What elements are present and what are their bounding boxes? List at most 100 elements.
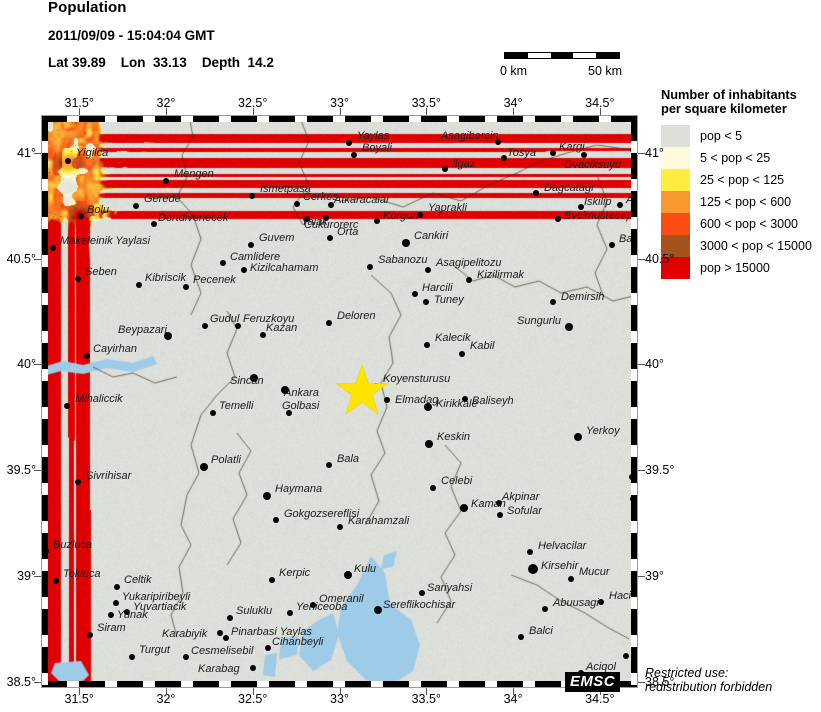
scale-label-min: 0 km [500,64,528,78]
city-dot-icon [281,386,289,394]
city-dot-icon [287,610,293,616]
legend-label: pop > 15000 [700,261,770,275]
city-label: Mihaliccik [75,393,123,405]
scale-label-max: 50 km [588,64,623,78]
city-label: Kalecik [435,332,471,344]
city-dot-icon [581,152,587,158]
city-label: Polatli [211,454,241,466]
lon-tick-mark [339,108,341,115]
legend-row: 25 < pop < 125 [661,169,821,191]
city-label: Babaogl [619,233,638,245]
legend-swatch [661,235,690,257]
city-dot-icon [542,606,548,612]
city-dot-icon [108,612,114,618]
city-dot-icon [200,463,208,471]
city-dot-icon [183,284,189,290]
lat-tick-label: 40° [17,357,36,372]
city-label: Sariyahsi [427,582,473,594]
city-dot-icon [202,323,208,329]
scale-seg [527,53,551,58]
city-label: Ankara [284,387,319,399]
city-label: Karabag [198,663,240,675]
city-label: Kaman [471,498,506,510]
lon-tick-label: 31.5° [64,96,94,110]
city-label: Tuney [434,294,464,306]
city-label: Atkaracalar [334,194,390,206]
legend-row: 5 < pop < 25 [661,147,821,169]
city-dot-icon [249,193,255,199]
city-dot-icon [496,500,502,506]
city-label: Yukaripiribeyli [122,591,191,603]
city-label: Maketeinik Yaylasi [60,235,151,247]
population-map[interactable]: Yigilca Mengen Ismetpasa Cerkes Atkaracalar K… [41,115,638,688]
city-dot-icon [466,277,472,283]
city-label: Demirsih [561,291,605,303]
city-dot-icon [75,479,81,485]
city-dot-icon [497,512,503,518]
lon-tick-mark [339,688,341,695]
city-dot-icon [50,245,56,251]
city-dot-icon [430,485,436,491]
city-label: Cihanbeyli [272,636,324,648]
city-label: Celtik [124,574,152,586]
city-dot-icon [164,332,172,340]
header-block: Population 2011/09/09 - 15:04:04 GMT Lat… [48,0,274,70]
city-dot-icon [384,397,390,403]
map-frame-left [41,115,48,688]
city-dot-icon [326,462,332,468]
lat-tick-mark [34,258,41,260]
city-label: Aciqol [586,661,616,673]
city-dot-icon [598,599,604,605]
city-label: Ovaciksuyu [564,159,621,171]
city-dot-icon [425,267,431,273]
city-dot-icon [423,299,429,305]
city-dot-icon [75,276,81,282]
city-label: Celebi [441,475,473,487]
city-label: Gudul [210,313,240,325]
city-dot-icon [269,577,275,583]
city-label: Mengen [174,168,214,180]
city-dot-icon [263,492,271,500]
city-dot-icon [64,403,70,409]
city-label: Harcili [422,282,453,294]
city-label: Asagibercin [441,130,499,142]
page-title: Population [48,0,127,16]
scale-seg [573,53,597,58]
lon-tick-label: 32.5° [238,692,268,706]
city-dot-icon [294,201,300,207]
city-label: Mucur [579,566,610,578]
legend-swatch [661,257,690,279]
lat-tick-mark [34,575,41,577]
city-dot-icon [151,221,157,227]
legend-swatch [661,169,690,191]
event-datetime: 2011/09/09 - 15:04:04 GMT [48,28,215,43]
city-dot-icon [84,353,90,359]
city-label: Yigilca [76,147,109,159]
lat-tick-label: 39.5° [6,463,36,478]
city-dot-icon [344,571,352,579]
city-label: Akpinar [502,491,540,503]
city-dot-icon [442,166,448,172]
city-label: Kargi [559,141,585,153]
city-label: Turgut [139,644,170,656]
city-label: Pinarbasi Yaylas [231,626,312,638]
city-dot-icon [402,239,410,247]
legend-row: pop < 5 [661,125,821,147]
lon-tick-label: 33.5° [411,692,441,706]
lon-tick-label: 33° [330,96,349,110]
city-label: Gokgozsereflisi [284,508,360,520]
city-dot-icon [273,517,279,523]
city-dot-icon [374,606,382,614]
city-label: Cayirhan [93,343,138,355]
city-label: Sofular [507,505,542,517]
city-label: Cukurorerc [304,219,359,231]
city-dot-icon [260,332,266,338]
city-label: Boyali [362,142,392,154]
lon-tick-mark [252,108,254,115]
legend-row: pop > 15000 [661,257,821,279]
lon-tick-label: 33° [330,692,349,706]
city-dot-icon [528,564,538,574]
lon-tick-mark [79,688,81,695]
city-dot-icon [555,216,561,222]
city-label: Sabanozu [378,254,428,266]
